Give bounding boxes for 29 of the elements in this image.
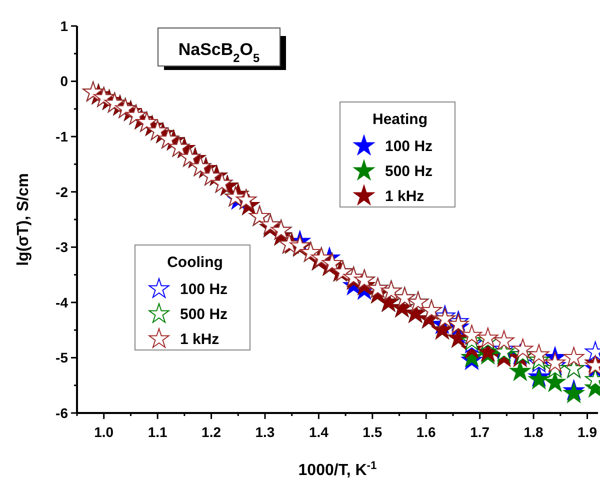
y-tick-label: 0 bbox=[60, 73, 68, 90]
y-tick-label: -3 bbox=[56, 239, 68, 256]
y-tick-label: -1 bbox=[56, 128, 68, 144]
x-tick-label: 1.4 bbox=[308, 424, 329, 440]
x-tick-label: 1.3 bbox=[255, 424, 275, 440]
x-tick-label: 1.2 bbox=[202, 424, 222, 440]
y-tick-label: -6 bbox=[56, 404, 68, 421]
text: Heating bbox=[372, 111, 428, 128]
legend-label: 1 kHz bbox=[180, 331, 220, 348]
legend-label: 100 Hz bbox=[385, 138, 433, 155]
x-tick-label: 1.7 bbox=[470, 424, 490, 440]
legend-label: 500 Hz bbox=[180, 306, 228, 323]
y-tick-label: -5 bbox=[56, 350, 68, 366]
legend-label: 500 Hz bbox=[385, 163, 433, 180]
x-tick-label: 1.6 bbox=[416, 424, 436, 440]
text: Cooling bbox=[167, 254, 223, 271]
y-axis-title: lg(σT), S/cm bbox=[15, 173, 32, 266]
x-axis-title: 1000/T, K$^{-1}$ bbox=[298, 460, 377, 479]
text: NaScB$_{2}$O$_{5}$ bbox=[178, 40, 260, 65]
legend-label: 100 Hz bbox=[180, 281, 228, 298]
legend-label: 1 kHz bbox=[385, 188, 424, 205]
x-tick-label: 1.5 bbox=[362, 424, 382, 440]
x-tick-label: 1.1 bbox=[148, 424, 168, 440]
y-tick-label: -2 bbox=[56, 184, 68, 200]
y-tick-label: 1 bbox=[60, 18, 68, 34]
x-tick-label: 1.9 bbox=[578, 424, 598, 440]
x-tick-label: 1.8 bbox=[524, 424, 544, 440]
x-tick-label: 1.0 bbox=[94, 424, 114, 440]
y-tick-label: -4 bbox=[56, 294, 68, 310]
